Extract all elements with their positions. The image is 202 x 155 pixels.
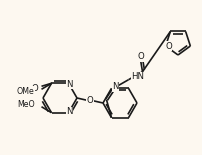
Text: MeO: MeO (17, 100, 35, 109)
Text: N: N (112, 82, 119, 91)
Text: O: O (165, 42, 172, 51)
Text: O: O (31, 84, 38, 93)
Text: OMe: OMe (17, 87, 35, 96)
Text: O: O (87, 96, 93, 105)
Text: N: N (66, 107, 73, 116)
Text: HN: HN (132, 72, 144, 81)
Text: O: O (137, 52, 144, 61)
Text: N: N (66, 80, 73, 89)
